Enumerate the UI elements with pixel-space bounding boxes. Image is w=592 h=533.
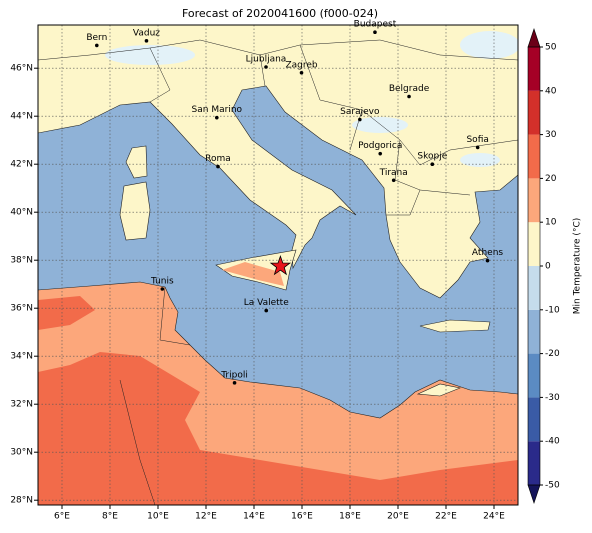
cold-area: [460, 153, 500, 167]
city-label: Athens: [472, 248, 503, 258]
city-label: Tirana: [379, 168, 408, 178]
city-point: [299, 70, 304, 75]
corsica: [125, 145, 148, 179]
colorbar-bin: [528, 134, 540, 179]
city-label: Budapest: [354, 20, 397, 30]
city-label: San Marino: [192, 105, 243, 115]
event-marker: [269, 254, 292, 276]
city-label: Belgrade: [389, 84, 430, 94]
colorbar-bin: [528, 222, 540, 266]
city-label: Roma: [205, 154, 231, 164]
colorbar-tick-label: -10: [545, 305, 560, 315]
y-tick-label: 40°N: [10, 208, 33, 218]
city-label: La Valette: [244, 298, 289, 308]
warm-region: [38, 296, 95, 330]
x-tick-label: 12°E: [195, 512, 217, 522]
y-tick-label: 46°N: [10, 64, 33, 74]
city-point: [475, 145, 480, 150]
city-label: Skopje: [417, 152, 447, 162]
y-tick-label: 30°N: [10, 448, 33, 458]
city-label: Podgorica: [358, 141, 402, 151]
city-label: Tripoli: [220, 370, 248, 380]
colorbar-extend-low: [527, 484, 541, 504]
colorbar-bin: [528, 441, 540, 485]
colorbar-extend-high: [527, 28, 541, 48]
city-point: [358, 117, 362, 122]
x-tick-label: 10°E: [147, 512, 169, 522]
cyrenaica-coast: [416, 383, 462, 397]
y-tick-label: 28°N: [10, 496, 33, 506]
crete: [419, 319, 491, 333]
colorbar-bin: [528, 90, 540, 135]
colorbar-tick-label: 40: [545, 86, 557, 96]
cold-area: [460, 31, 518, 59]
city-point: [407, 94, 411, 99]
city-label: Vaduz: [133, 28, 160, 38]
city-point: [391, 178, 396, 183]
city-point: [232, 381, 237, 385]
city-point: [264, 308, 269, 313]
colorbar-tick-label: 30: [545, 130, 557, 140]
colorbar-bin: [528, 47, 540, 91]
colorbar-tick-label: -30: [545, 393, 560, 403]
colorbar-bin: [528, 178, 540, 223]
y-tick-label: 38°N: [10, 256, 33, 266]
city-point: [216, 164, 220, 169]
city-label: Sofia: [466, 135, 488, 145]
colorbar-tick-label: 20: [545, 174, 557, 184]
colorbar-tick-label: 50: [545, 43, 557, 53]
colorbar: -50 -40 -30 -20 -10 0 10 20 30 40 50: [527, 28, 560, 504]
x-tick-label: 8°E: [102, 512, 118, 522]
x-tick-label: 16°E: [291, 512, 313, 522]
city-label: Sarajevo: [340, 107, 380, 117]
city-label: Tunis: [150, 277, 174, 287]
y-tick-label: 32°N: [10, 400, 33, 410]
title: Forecast of 2020041600 (f000-024): [182, 7, 378, 20]
city-label: Bern: [86, 33, 107, 43]
colorbar-bin: [528, 309, 540, 354]
city-point: [378, 151, 383, 156]
cold-area: [105, 45, 195, 65]
city-point: [215, 115, 219, 120]
borders: [38, 39, 518, 505]
colorbar-tick-label: -40: [545, 437, 560, 447]
city-point: [373, 30, 377, 34]
x-tick-label: 14°E: [243, 512, 265, 522]
colorbar-bin: [528, 353, 540, 398]
y-tick-label: 34°N: [10, 352, 33, 362]
city-point: [144, 39, 149, 43]
x-tick-label: 20°E: [387, 512, 409, 522]
europe: [38, 25, 518, 299]
colorbar-tick-label: -50: [545, 481, 560, 491]
x-tick-label: 18°E: [339, 512, 361, 522]
y-tick-label: 42°N: [10, 160, 33, 170]
city-point: [95, 43, 99, 48]
city-point: [430, 162, 435, 166]
city-point: [264, 65, 268, 69]
colorbar-bin: [528, 397, 540, 442]
colorbar-tick-label: -20: [545, 349, 560, 359]
city-label: Ljubljana: [246, 55, 287, 65]
cold-area: [352, 117, 408, 133]
colorbar-bin: [528, 266, 540, 310]
x-tick-label: 6°E: [54, 512, 70, 522]
grid: [38, 25, 518, 505]
colorbar-label: Min Temperature (°C): [573, 218, 583, 315]
colorbar-tick-label: 0: [545, 262, 551, 272]
colorbar-tick-label: 10: [545, 218, 557, 228]
map-frame: [37, 24, 519, 506]
sardinia: [119, 181, 151, 241]
y-tick-label: 36°N: [10, 304, 33, 314]
x-tick-label: 24°E: [483, 512, 505, 522]
y-tick-label: 44°N: [10, 112, 33, 122]
sicily-warm: [222, 262, 284, 286]
city-label: Zagreb: [285, 60, 317, 70]
city-point: [160, 287, 165, 291]
x-tick-label: 22°E: [435, 512, 457, 522]
city-point: [485, 258, 490, 263]
